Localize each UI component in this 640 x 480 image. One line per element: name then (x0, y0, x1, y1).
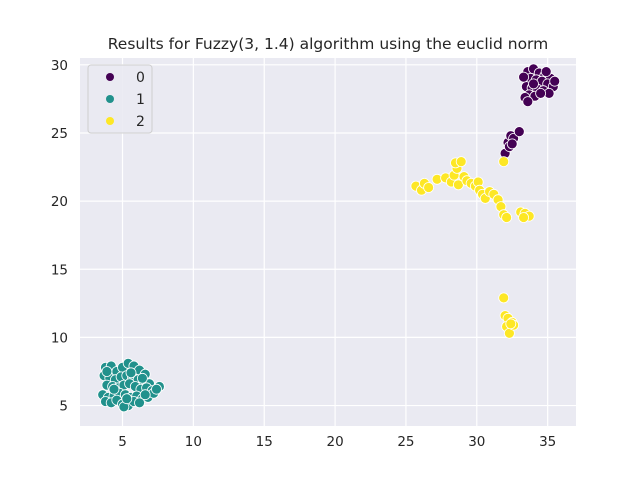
data-point-cluster-1 (108, 383, 120, 395)
x-axis-ticks: 5 10 15 20 25 30 35 (118, 434, 556, 450)
data-point-cluster-1 (139, 389, 151, 401)
x-tick-label: 25 (397, 434, 414, 450)
legend-label-2: 2 (136, 114, 145, 130)
data-point-cluster-1 (125, 367, 137, 379)
legend-marker-1 (106, 95, 114, 103)
data-point-cluster-1 (151, 383, 162, 395)
y-tick-label: 15 (51, 262, 68, 278)
data-point-cluster-2 (455, 156, 467, 168)
grid-lines (80, 58, 576, 426)
data-point-cluster-0 (513, 126, 525, 138)
y-axis-ticks: 5 10 15 20 25 30 (51, 58, 68, 415)
legend-label-1: 1 (136, 92, 145, 108)
data-points (97, 63, 561, 413)
y-tick-label: 30 (51, 58, 68, 74)
legend-marker-2 (106, 117, 114, 125)
legend-box (87, 64, 153, 134)
data-point-cluster-2 (501, 212, 513, 223)
legend-marker-0 (106, 73, 114, 81)
x-tick-label: 30 (468, 434, 485, 450)
data-point-cluster-0 (549, 75, 561, 87)
y-tick-label: 20 (51, 194, 68, 210)
x-tick-label: 20 (326, 434, 343, 450)
data-point-cluster-1 (134, 397, 145, 409)
y-tick-label: 10 (51, 330, 68, 346)
x-tick-label: 5 (118, 434, 127, 450)
x-tick-label: 15 (256, 434, 273, 450)
y-tick-label: 25 (51, 126, 68, 142)
data-point-cluster-2 (518, 212, 529, 223)
data-point-cluster-2 (498, 156, 510, 168)
data-point-cluster-0 (528, 78, 539, 90)
x-tick-label: 10 (185, 434, 202, 450)
data-point-cluster-1 (121, 393, 133, 405)
data-point-cluster-2 (498, 292, 510, 304)
data-point-cluster-0 (535, 88, 546, 99)
data-point-cluster-2 (423, 182, 435, 193)
legend-label-0: 0 (136, 70, 145, 86)
data-point-cluster-0 (522, 96, 534, 107)
data-point-cluster-0 (518, 71, 529, 83)
y-tick-label: 5 (59, 399, 68, 415)
legend: 0 1 2 (87, 64, 153, 134)
data-point-cluster-1 (101, 366, 113, 377)
data-point-cluster-2 (505, 318, 517, 330)
plot-area (80, 58, 576, 426)
x-tick-label: 35 (539, 434, 556, 450)
chart-title: Results for Fuzzy(3, 1.4) algorithm usin… (108, 35, 549, 53)
data-point-cluster-1 (136, 372, 148, 384)
data-point-cluster-0 (540, 66, 552, 77)
data-point-cluster-0 (506, 138, 518, 150)
